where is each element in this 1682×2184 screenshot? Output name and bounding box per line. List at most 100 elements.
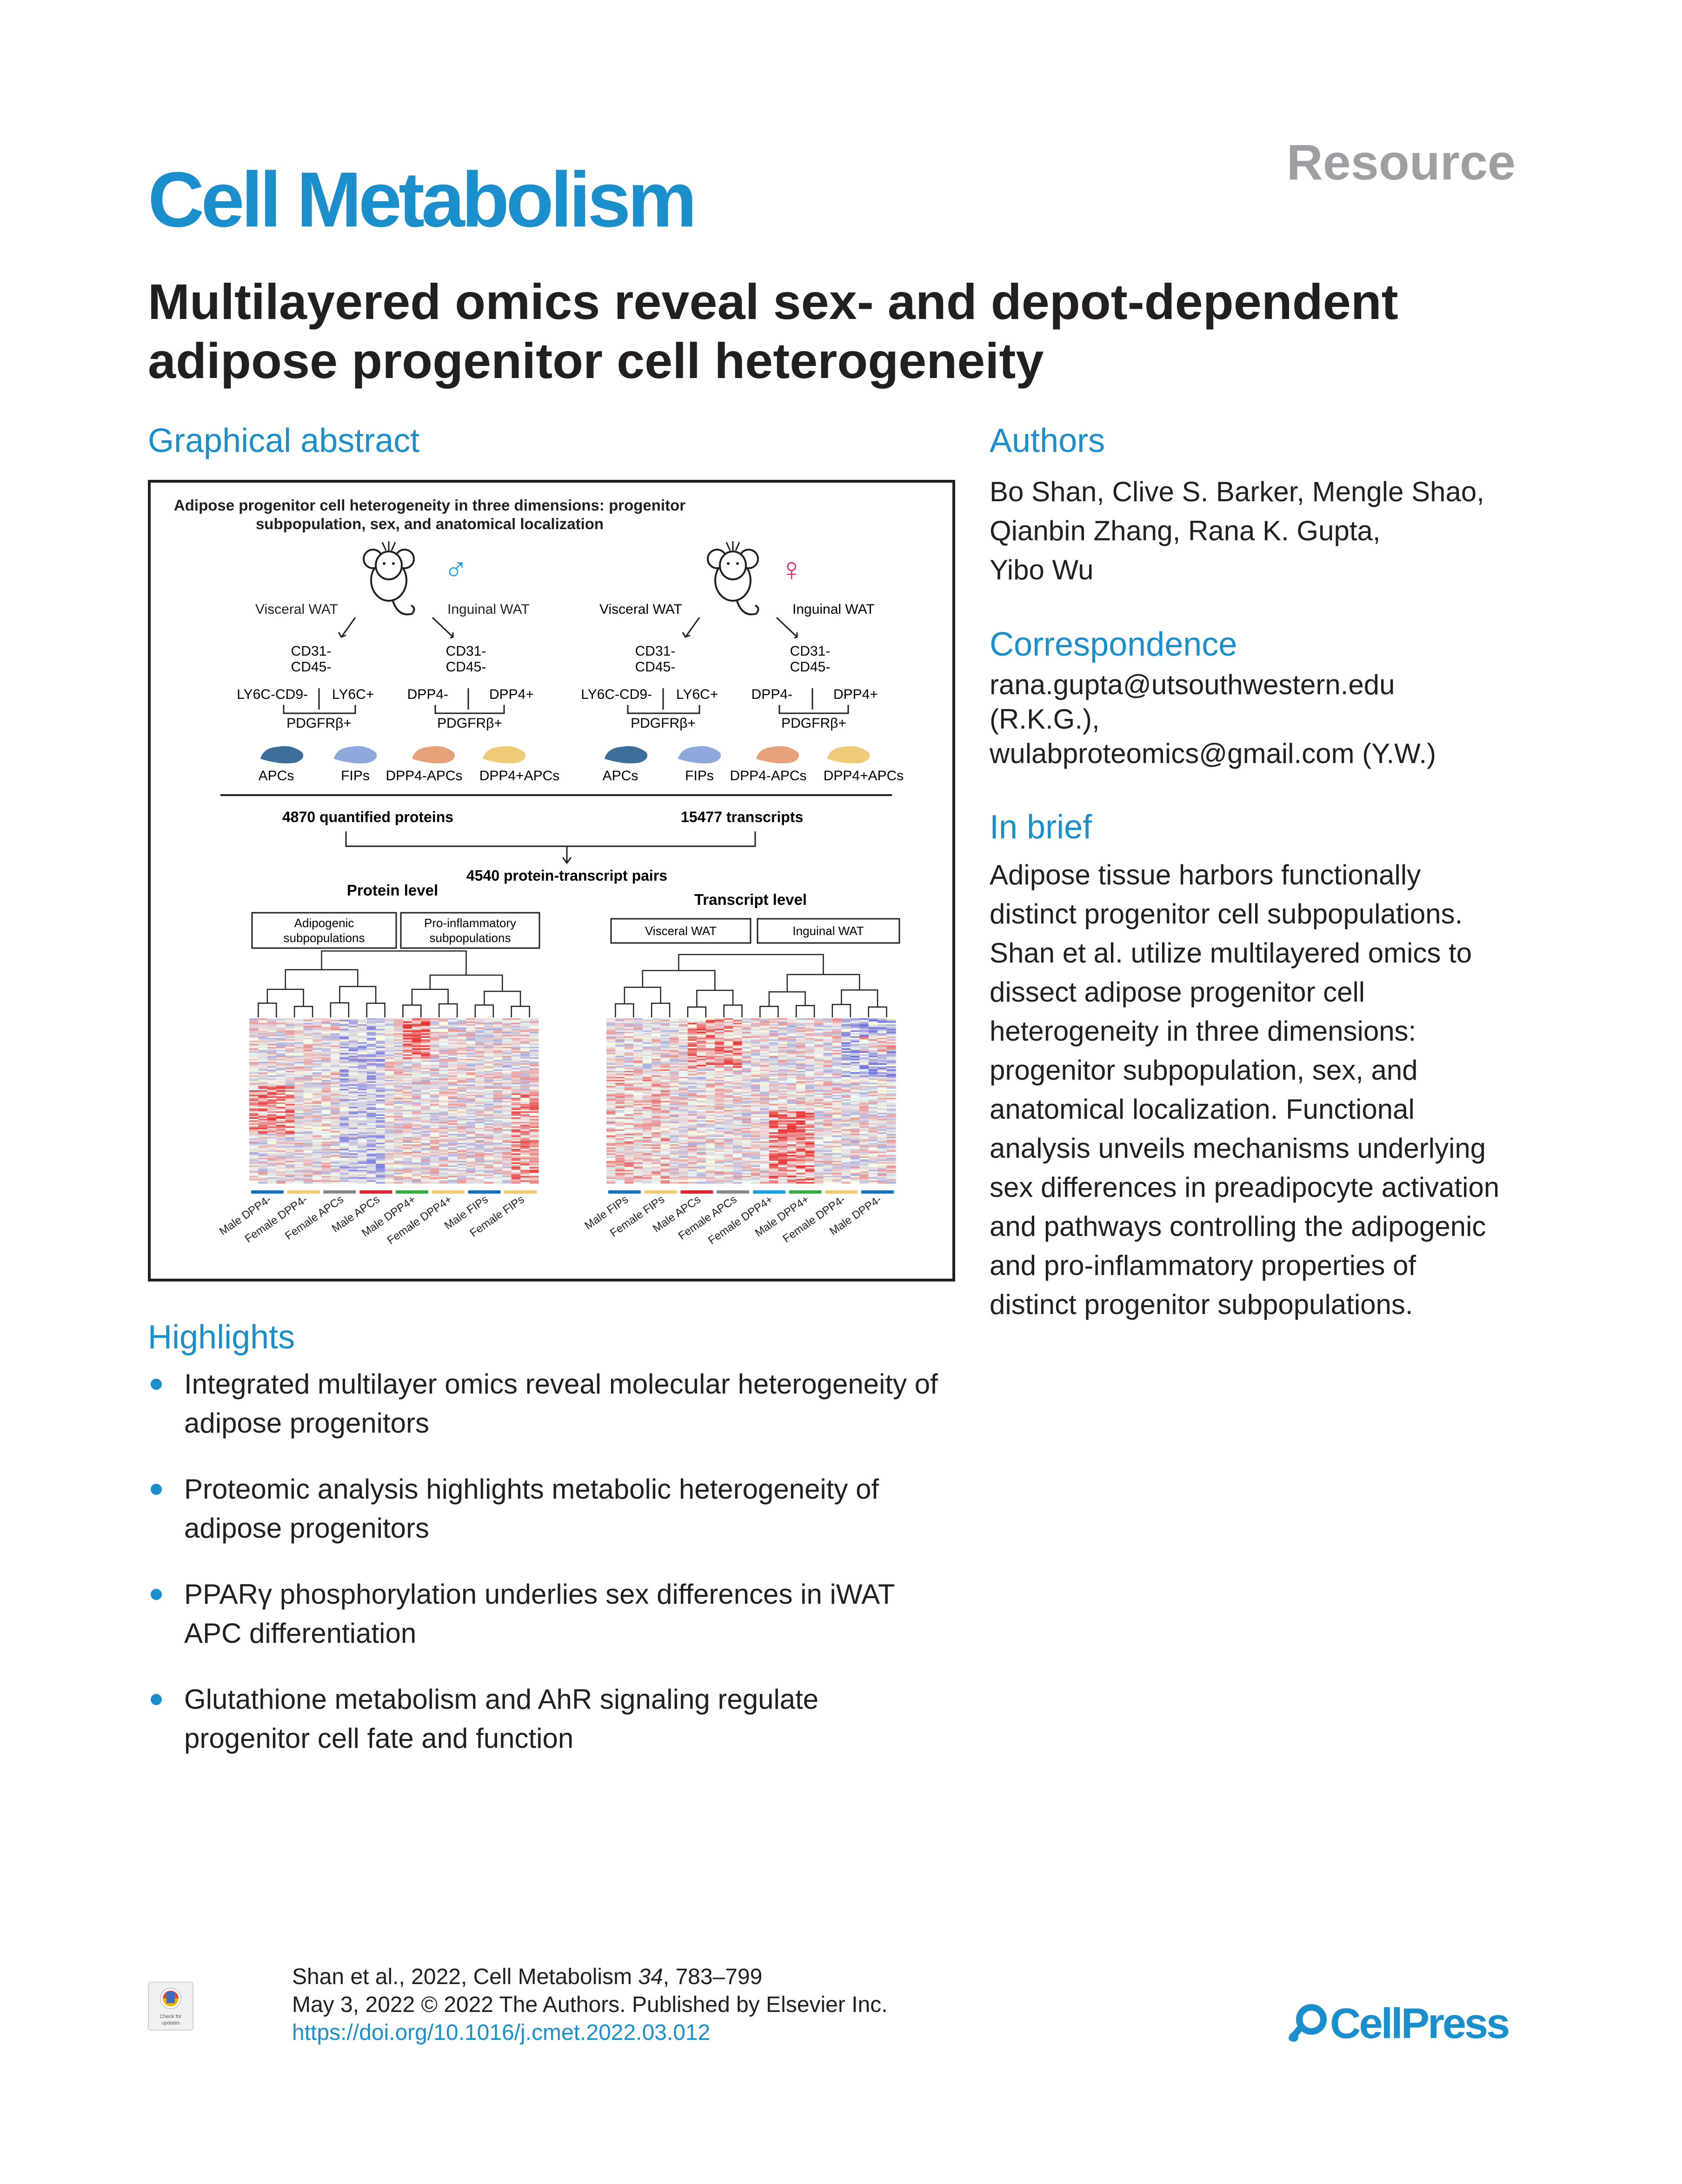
left-dpp4-pos: DPP4+ [489,687,534,702]
left-dpp4pos-cell-icon [483,746,526,763]
in-brief-line: and pro-inflammatory properties of [990,1250,1416,1281]
inguinal-box-label: Inguinal WAT [792,924,864,938]
sample-color-bar [680,1190,713,1194]
in-brief-line: dissect adipose progenitor cell [990,976,1365,1008]
in-brief-line: distinct progenitor subpopulations. [990,1289,1413,1320]
highlight-text: Integrated multilayer omics reveal molec… [184,1368,938,1400]
correspondence-email-1[interactable]: rana.gupta@utsouthwestern.edu [990,669,1395,700]
sample-color-bar [251,1190,284,1194]
highlight-item: PPARγ phosphorylation underlies sex diff… [148,1575,985,1653]
highlight-text: Proteomic analysis highlights metabolic … [184,1474,879,1505]
bullet-icon [151,1694,162,1705]
in-brief-text: Adipose tissue harbors functionally disti… [990,856,1603,1324]
sample-color-bar [825,1190,858,1194]
left-cd45-a: CD45- [291,659,332,675]
transcript-heatmap [606,1018,896,1184]
male-mouse-icon [363,540,415,616]
article-title: Multilayered omics reveal sex- and depot… [148,272,1543,391]
left-cd31-b: CD31- [446,644,486,659]
highlight-item: Glutathione metabolism and AhR signaling… [148,1680,985,1758]
left-apcs-label: APCs [259,768,294,783]
left-inguinal-label: Inguinal WAT [447,602,530,617]
transcript-sample-bars [608,1190,894,1194]
right-cd31-b: CD31- [790,644,831,659]
left-dpp4-neg: DPP4- [407,687,448,702]
protein-heatmap [249,1018,539,1184]
correspondence-initials-1: (R.K.G.), [990,704,1100,735]
proinflam-label-1: Pro-inflammatory [424,916,516,930]
left-apc-cell-icon [260,746,304,763]
authors-heading: Authors [990,422,1105,459]
in-brief-line: and pathways controlling the adipogenic [990,1211,1486,1242]
cellpress-wordmark: CellPress [1330,2000,1510,2047]
in-brief-line: Adipose tissue harbors functionally [990,859,1421,890]
right-cd45-a: CD45- [635,659,676,675]
citation-volume: 34 [638,1965,663,1989]
in-brief-line: distinct progenitor cell subpopulations. [990,898,1463,929]
female-mouse-icon [707,540,759,616]
in-brief-line: analysis unveils mechanisms underlying [990,1133,1486,1164]
sample-color-bar [432,1190,465,1194]
left-dpp4neg-cell-icon [412,746,455,763]
protein-level-label: Protein level [347,882,438,899]
right-ly6c-cd9: LY6C-CD9- [581,687,652,702]
sample-color-bar [861,1190,894,1194]
left-pdgfrb-a: PDGFRβ+ [286,716,352,731]
male-symbol-icon: ♂ [444,551,468,587]
highlight-item: Proteomic analysis highlights metabolic … [148,1470,985,1548]
right-fips-label: FIPs [685,768,714,783]
sample-color-bar [287,1190,320,1194]
adipogenic-label-2: subpopulations [284,931,365,945]
right-apc-cell-icon [605,746,648,763]
right-apcs-label: APCs [603,768,638,783]
ga-title-line-1: Adipose progenitor cell heterogeneity in… [174,497,685,514]
female-symbol-icon: ♀ [779,551,804,587]
transcript-level-label: Transcript level [694,891,807,908]
right-fip-cell-icon [678,746,721,763]
right-arrow-visceral-icon [682,617,700,638]
right-dpp4-neg: DPP4- [751,687,792,702]
title-line-1: Multilayered omics reveal sex- and depot… [148,273,1398,330]
left-visceral-label: Visceral WAT [255,602,338,617]
merge-arrow-icon [345,831,756,864]
right-inguinal-label: Inguinal WAT [792,602,875,617]
highlight-text: adipose progenitors [184,1407,430,1439]
highlights-heading: Highlights [148,1319,295,1356]
sample-label: Female DPP4- [243,1193,310,1245]
right-pdgfrb-a: PDGFRβ+ [631,716,696,731]
cellpress-logo[interactable]: CellPress [1283,1999,1510,2048]
right-visceral-label: Visceral WAT [599,602,682,617]
proinflam-label-2: subpopulations [430,931,511,945]
sample-color-bar [359,1190,392,1194]
title-line-2: adipose progenitor cell heterogeneity [148,332,1044,389]
right-dpp4neg-cell-icon [756,746,799,763]
doi-link[interactable]: https://doi.org/10.1016/j.cmet.2022.03.0… [292,2020,711,2045]
highlight-item: Integrated multilayer omics reveal molec… [148,1365,985,1443]
left-dpp4pos-apcs-label: DPP4+APCs [479,768,560,783]
sample-color-bar [323,1190,356,1194]
sample-color-bar [644,1190,677,1194]
highlight-text: PPARγ phosphorylation underlies sex diff… [184,1579,895,1610]
sample-label: Female DPP4+ [706,1193,775,1247]
check-updates-badge[interactable]: Check for updates [148,1982,193,2031]
right-dpp4pos-apcs-label: DPP4+APCs [824,768,904,783]
sample-color-bar [396,1190,428,1194]
in-brief-line: Shan et al. utilize multilayered omics t… [990,937,1472,969]
sample-color-bar [753,1190,785,1194]
transcripts-count: 15477 transcripts [681,809,803,825]
correspondence-email-2[interactable]: wulabproteomics@gmail.com (Y.W.) [990,738,1436,769]
sample-color-bar [468,1190,501,1194]
date-line: May 3, 2022 © 2022 The Authors. Publishe… [292,1992,888,2017]
protein-sample-bars [251,1190,537,1194]
in-brief-line: heterogeneity in three dimensions: [990,1016,1416,1047]
right-pdgfrb-b: PDGFRβ+ [781,716,846,731]
highlight-text: adipose progenitors [184,1513,430,1544]
right-cd45-b: CD45- [790,659,831,675]
authors-list: Bo Shan, Clive S. Barker, Mengle Shao, Q… [990,472,1594,590]
left-dpp4neg-apcs-label: DPP4-APCs [386,768,462,783]
left-pdgfrb-b: PDGFRβ+ [437,716,502,731]
highlight-text: Glutathione metabolism and AhR signaling… [184,1684,819,1715]
authors-line-2: Qianbin Zhang, Rana K. Gupta, [990,515,1381,546]
highlight-text: progenitor cell fate and function [184,1723,574,1754]
